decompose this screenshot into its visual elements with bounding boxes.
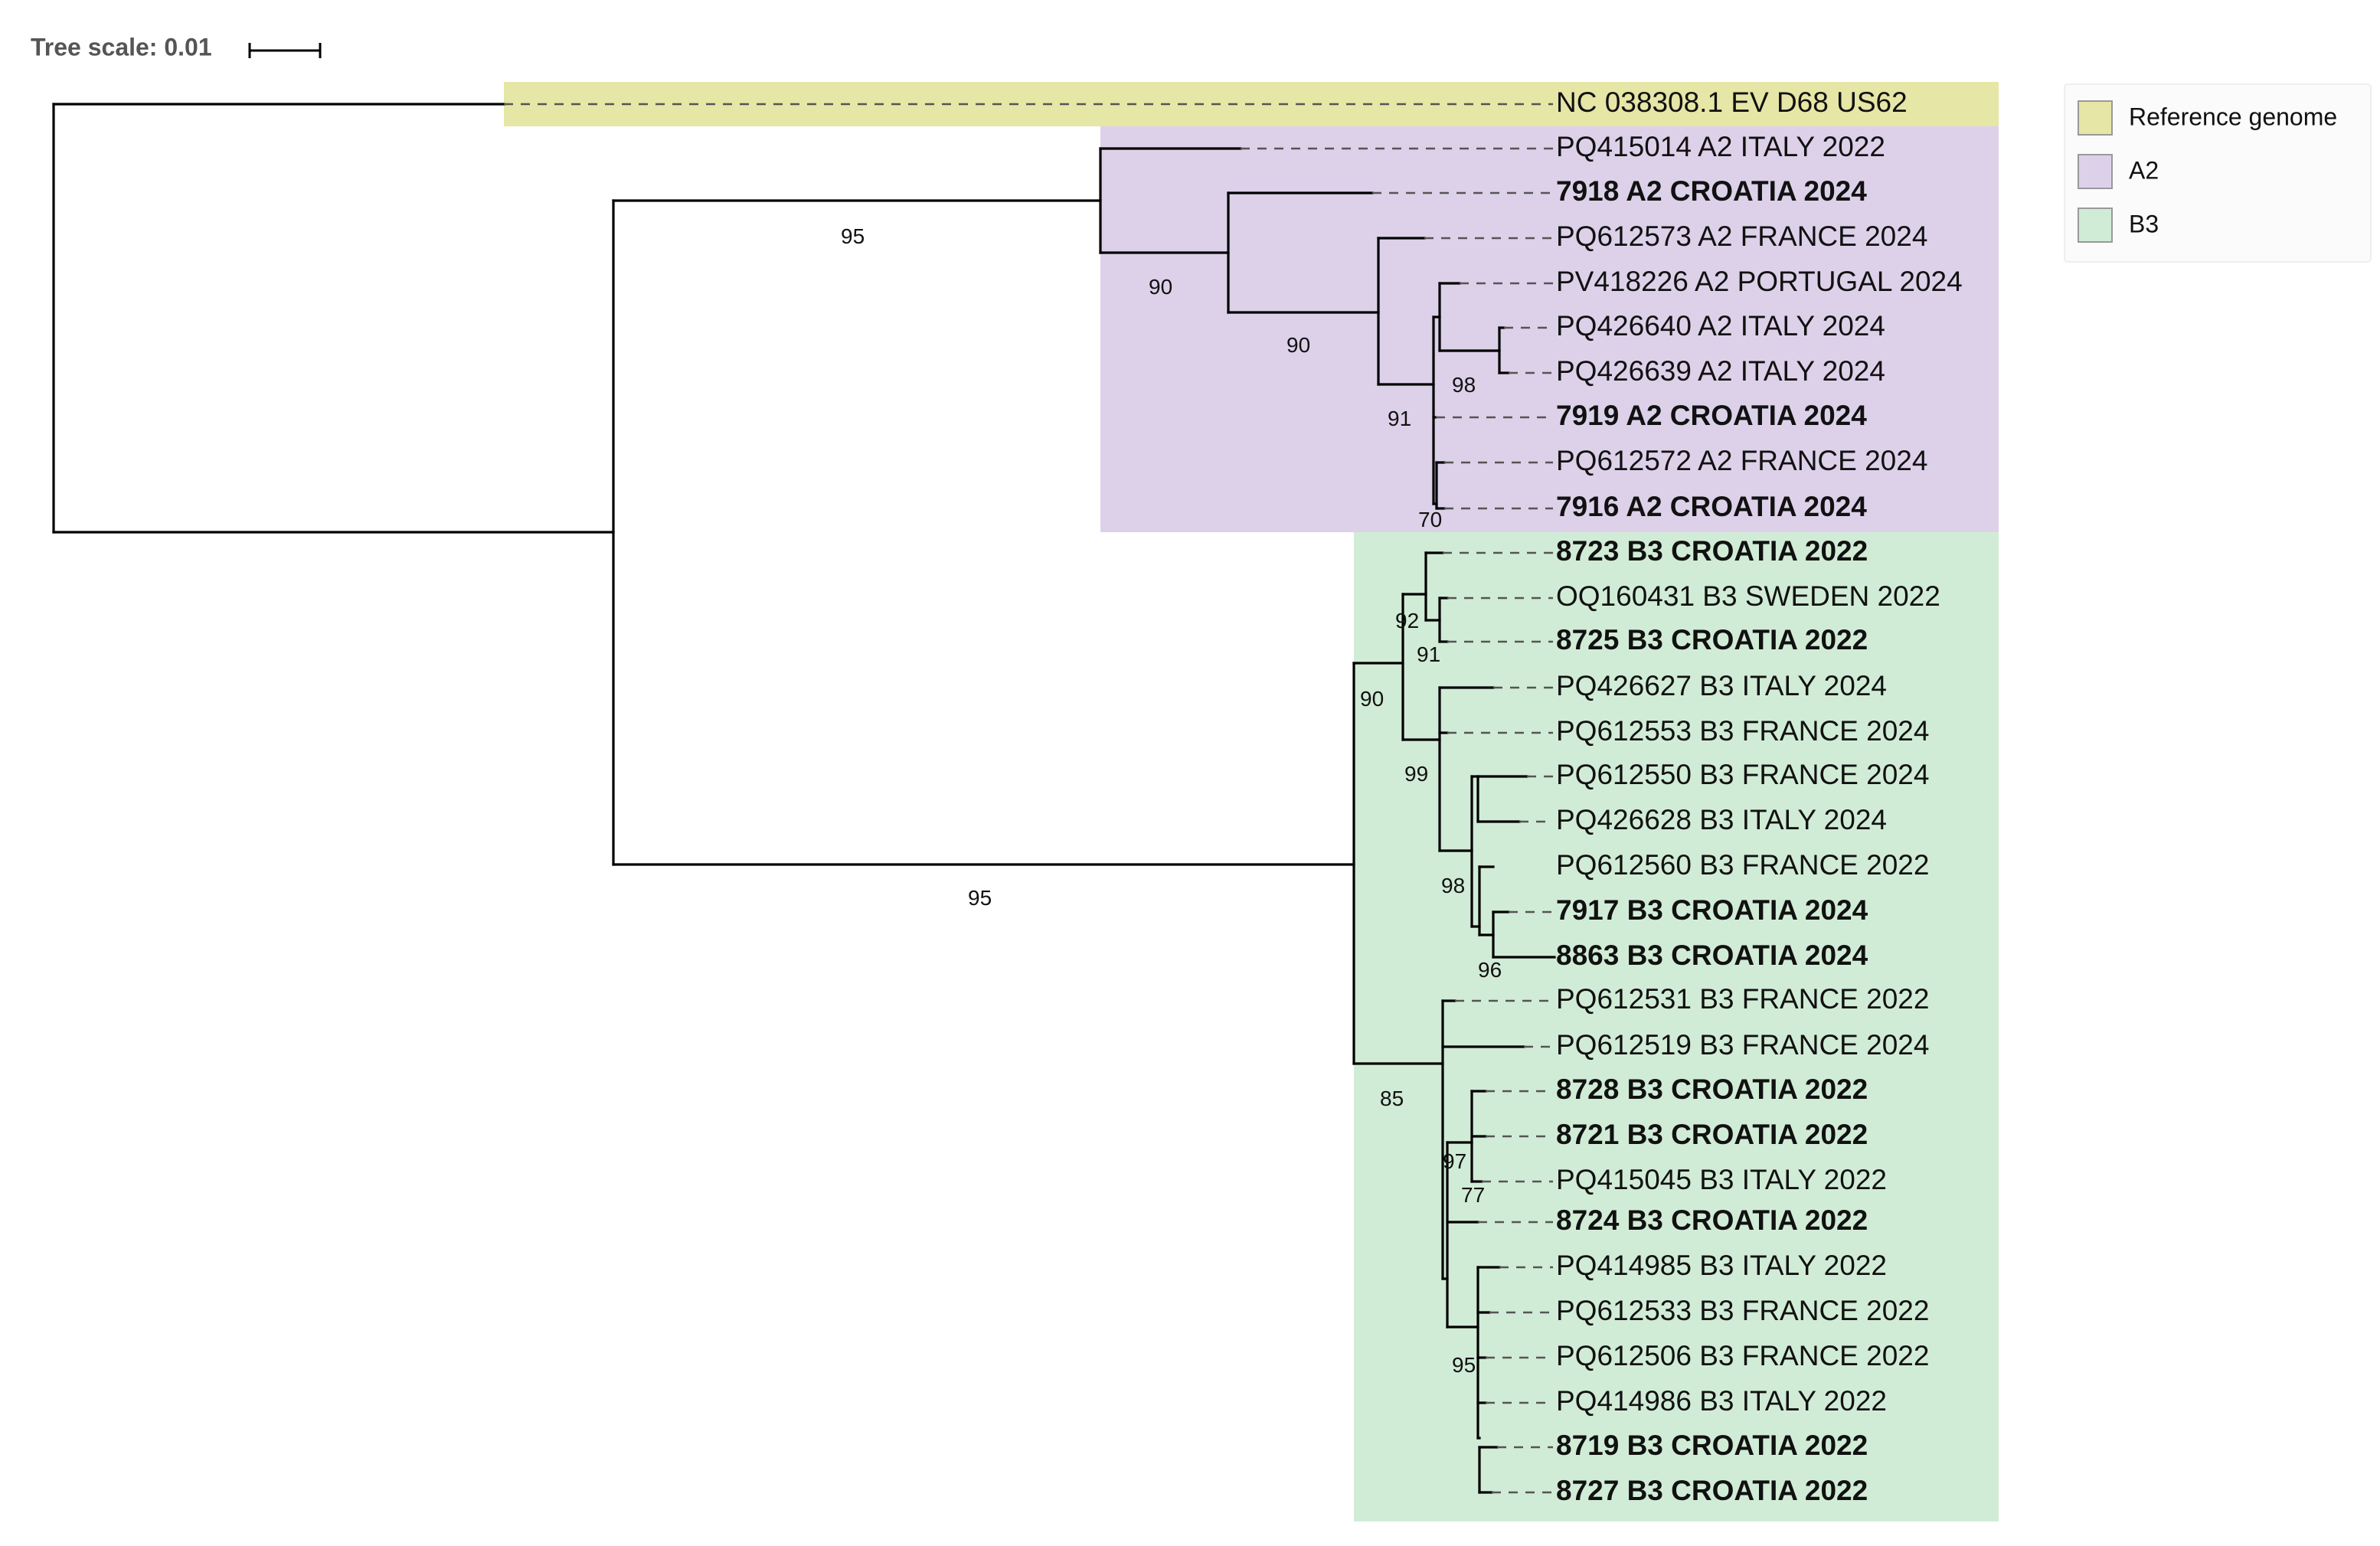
bootstrap-value: 92 [1395, 609, 1419, 632]
legend: Reference genome A2 B3 [2064, 83, 2372, 263]
leaf-label: PQ612560 B3 FRANCE 2022 [1556, 849, 1929, 881]
leaf-label: 8719 B3 CROATIA 2022 [1556, 1430, 1868, 1461]
leaf-label: PQ426627 B3 ITALY 2024 [1556, 670, 1887, 701]
leaf-label: OQ160431 B3 SWEDEN 2022 [1556, 580, 1940, 612]
leaf-label: PQ415045 B3 ITALY 2022 [1556, 1164, 1887, 1195]
leaf-label: 7918 A2 CROATIA 2024 [1556, 175, 1867, 207]
leaf-label: PQ612550 B3 FRANCE 2024 [1556, 759, 1929, 790]
leaf-label: PQ612506 B3 FRANCE 2022 [1556, 1340, 1929, 1371]
bootstrap-value: 98 [1441, 874, 1465, 897]
leaf-label: 8724 B3 CROATIA 2022 [1556, 1204, 1868, 1236]
legend-swatch-reference [2078, 100, 2113, 136]
leaf-label: 8723 B3 CROATIA 2022 [1556, 535, 1868, 567]
leaf-label: PQ426628 B3 ITALY 2024 [1556, 804, 1887, 835]
tree-scale-label: Tree scale: 0.01 [31, 33, 212, 60]
leaf-label: PQ414986 B3 ITALY 2022 [1556, 1385, 1887, 1417]
legend-label: Reference genome [2129, 103, 2337, 130]
bootstrap-value: 95 [841, 224, 865, 248]
bootstrap-value: 90 [1149, 275, 1172, 299]
leaf-label: PQ612519 B3 FRANCE 2024 [1556, 1029, 1929, 1061]
leaf-label: 8721 B3 CROATIA 2022 [1556, 1119, 1868, 1150]
bootstrap-value: 70 [1418, 508, 1442, 531]
leaf-label: PV418226 A2 PORTUGAL 2024 [1556, 266, 1963, 297]
legend-box [2064, 83, 2372, 263]
bootstrap-value: 97 [1443, 1149, 1466, 1173]
tree-scale-bar [248, 43, 322, 58]
leaf-label: PQ612573 A2 FRANCE 2024 [1556, 221, 1927, 252]
bootstrap-value: 96 [1478, 958, 1502, 982]
leaf-label: PQ612533 B3 FRANCE 2022 [1556, 1295, 1929, 1326]
legend-label: A2 [2129, 156, 2159, 184]
leaf-labels: NC 038308.1 EV D68 US62 PQ415014 A2 ITAL… [1556, 87, 1963, 1506]
leaf-label: 8728 B3 CROATIA 2022 [1556, 1074, 1868, 1105]
bootstrap-value: 77 [1461, 1183, 1485, 1207]
leaf-label: PQ612553 B3 FRANCE 2024 [1556, 715, 1929, 747]
tree-branches [52, 103, 1556, 1494]
leaf-label: 8863 B3 CROATIA 2024 [1556, 940, 1868, 971]
bootstrap-value: 90 [1286, 333, 1310, 357]
bootstrap-value: 98 [1452, 373, 1476, 397]
leaf-label: 7916 A2 CROATIA 2024 [1556, 491, 1867, 522]
leaf-label: PQ426639 A2 ITALY 2024 [1556, 355, 1885, 387]
leaf-label: PQ426640 A2 ITALY 2024 [1556, 310, 1885, 342]
leaf-label: 7919 A2 CROATIA 2024 [1556, 400, 1867, 431]
bootstrap-value: 95 [968, 886, 992, 910]
leaf-label: PQ612572 A2 FRANCE 2024 [1556, 445, 1927, 476]
leaf-label: 7917 B3 CROATIA 2024 [1556, 894, 1868, 926]
bootstrap-value: 91 [1388, 407, 1411, 430]
legend-swatch-b3 [2078, 208, 2113, 243]
bootstrap-value: 85 [1380, 1087, 1404, 1110]
clade-highlight-b3 [1354, 532, 1999, 1521]
leaf-label: PQ612531 B3 FRANCE 2022 [1556, 983, 1929, 1015]
bootstrap-value: 99 [1404, 762, 1428, 786]
leaf-label: NC 038308.1 EV D68 US62 [1556, 87, 1908, 118]
tree-scale: Tree scale: 0.01 [31, 33, 322, 60]
leaf-label: PQ415014 A2 ITALY 2022 [1556, 131, 1885, 162]
legend-label: B3 [2129, 210, 2159, 237]
leader-lines [504, 103, 1553, 1494]
bootstrap-value: 91 [1417, 642, 1440, 666]
bootstrap-values: 95 90 90 98 91 70 95 92 91 90 99 98 96 8… [841, 224, 1502, 1377]
leaf-label: 8725 B3 CROATIA 2022 [1556, 624, 1868, 655]
legend-swatch-a2 [2078, 154, 2113, 189]
leaf-label: PQ414985 B3 ITALY 2022 [1556, 1250, 1887, 1281]
bootstrap-value: 90 [1360, 687, 1384, 711]
leaf-label: 8727 B3 CROATIA 2022 [1556, 1475, 1868, 1506]
bootstrap-value: 95 [1452, 1353, 1476, 1377]
